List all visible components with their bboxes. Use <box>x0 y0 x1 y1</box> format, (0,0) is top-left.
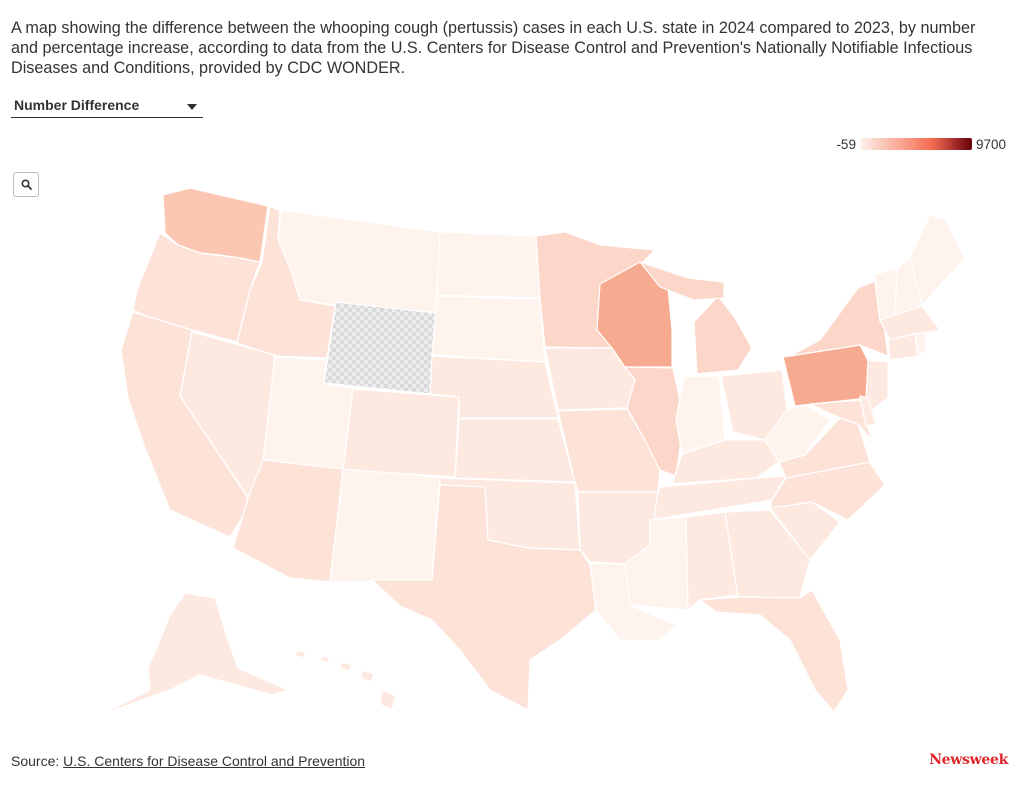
state-south-dakota[interactable] <box>431 295 546 363</box>
state-illinois[interactable] <box>624 366 685 477</box>
legend-max-label: 9700 <box>975 136 1006 152</box>
state-texas[interactable] <box>371 484 597 711</box>
state-georgia[interactable] <box>724 509 811 599</box>
state-alaska[interactable] <box>99 592 289 716</box>
state-maryland[interactable] <box>809 399 873 441</box>
state-florida[interactable] <box>699 589 849 713</box>
zoom-search-button[interactable] <box>13 172 39 197</box>
state-west-virginia[interactable] <box>764 404 831 463</box>
state-alabama[interactable] <box>685 511 739 611</box>
state-kansas[interactable] <box>454 418 576 483</box>
map-description: A map showing the difference between the… <box>11 19 976 77</box>
legend-gradient-bar <box>859 138 972 150</box>
state-north-dakota[interactable] <box>436 231 541 299</box>
state-massachusetts[interactable] <box>879 305 941 341</box>
state-colorado[interactable] <box>342 388 460 478</box>
metric-dropdown[interactable]: Number Difference <box>11 96 203 118</box>
legend-min-label: -59 <box>836 136 856 152</box>
source-line: Source: U.S. Centers for Disease Control… <box>11 753 365 769</box>
state-michigan[interactable] <box>693 295 753 375</box>
chevron-down-icon <box>187 104 197 110</box>
state-new-york[interactable] <box>789 279 889 357</box>
search-icon <box>21 179 32 190</box>
state-michigan-up[interactable] <box>639 261 725 301</box>
state-new-mexico[interactable] <box>329 468 441 583</box>
state-delaware[interactable] <box>859 395 877 427</box>
state-rhode-island[interactable] <box>914 331 927 357</box>
newsweek-logo: Newsweek <box>929 752 1008 768</box>
dropdown-selected-label: Number Difference <box>14 97 140 113</box>
state-maine[interactable] <box>909 214 966 306</box>
source-link[interactable]: U.S. Centers for Disease Control and Pre… <box>63 753 366 769</box>
source-prefix: Source: <box>11 753 64 769</box>
state-montana[interactable] <box>277 209 441 313</box>
state-hawaii[interactable] <box>294 649 397 711</box>
state-new-jersey[interactable] <box>865 359 889 411</box>
state-nebraska[interactable] <box>429 355 559 419</box>
state-wyoming[interactable] <box>323 301 437 395</box>
color-legend: -59 9700 <box>836 134 1006 154</box>
